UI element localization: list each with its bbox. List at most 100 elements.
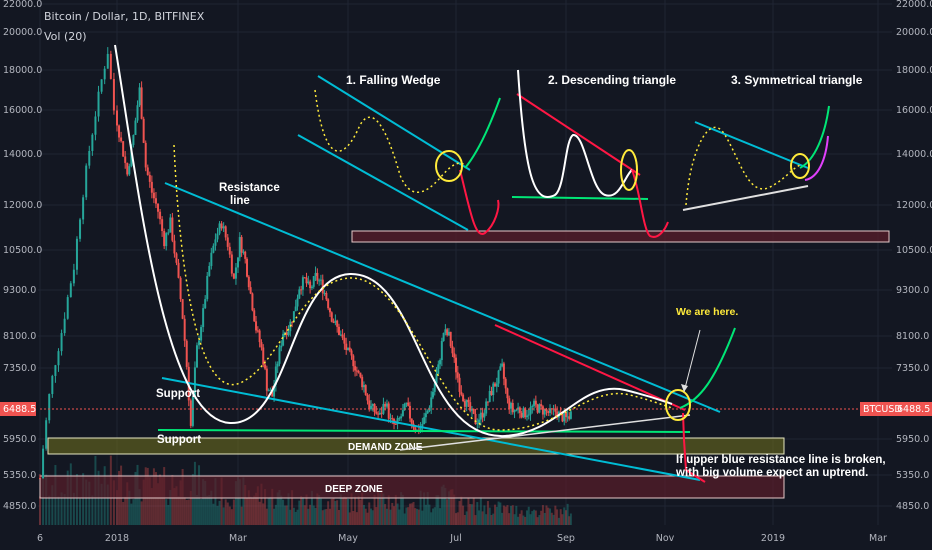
candle-body-80	[274, 366, 277, 385]
we-are-here-arrow	[683, 329, 701, 393]
candle-body--5	[100, 79, 103, 92]
volume-bar-95	[301, 497, 304, 525]
y-tick-right-0: 22000.0	[896, 0, 932, 10]
wedge-upper-line	[317, 75, 471, 171]
candle-body-233	[547, 411, 550, 413]
candle-body-8	[132, 134, 135, 145]
candle-body-162	[421, 424, 424, 427]
candle-body-222	[527, 414, 530, 416]
candle-body-90	[292, 311, 295, 323]
volume-bar-201	[490, 514, 493, 525]
candle-body-184	[460, 391, 463, 395]
candle-body-168	[431, 391, 434, 398]
candle-body-245	[568, 416, 571, 419]
wedge-circle	[435, 150, 463, 182]
volume-bar-147	[394, 494, 397, 525]
candle-body-75	[265, 368, 268, 391]
candle-body-18	[152, 192, 155, 199]
candle-body-105	[319, 279, 322, 281]
volume-bar-127	[359, 499, 362, 525]
candle-body-129	[362, 385, 365, 388]
candle-body-156	[410, 418, 413, 424]
candle-body-144	[389, 418, 392, 420]
x-tick-5: Sep	[557, 533, 575, 544]
candle-body-40	[198, 340, 201, 346]
y-tick-left-12: 4850.0	[3, 501, 36, 512]
volume-bar--14	[72, 492, 75, 525]
y-tick-left-10: 5950.0	[3, 434, 36, 445]
candle-body-150	[400, 416, 403, 419]
candle-body-22	[161, 219, 164, 231]
candle-body-91	[294, 306, 297, 312]
candle-body-238	[556, 411, 559, 418]
volume-bar-246	[569, 513, 572, 525]
candle-body-174	[442, 332, 445, 342]
candle-body-82	[278, 347, 281, 364]
we-are-here-arrowhead	[681, 384, 688, 392]
candle-body--12	[79, 219, 82, 239]
volume-bar-58	[234, 481, 237, 525]
candle-body-149	[398, 418, 401, 420]
support-horizontal-line	[157, 429, 691, 433]
volume-bar-61	[240, 506, 243, 525]
candle-body-3	[122, 141, 125, 157]
volume-bar-152	[403, 513, 406, 525]
candle-body-223	[529, 407, 532, 415]
candle-body-74	[264, 364, 267, 369]
candle-body-182	[456, 372, 459, 378]
volume-bar-172	[439, 508, 442, 525]
candle-body--17	[63, 318, 66, 334]
volume-bar-93	[298, 500, 301, 525]
candle-body--18	[60, 333, 63, 352]
sym-circle	[790, 153, 810, 179]
candle-body-201	[490, 390, 493, 396]
candle-body-17	[150, 181, 153, 193]
candle-body-203	[494, 383, 497, 387]
wedge-breakdown	[459, 169, 500, 236]
volume-bar-47	[212, 503, 215, 525]
volume-bar-228	[538, 515, 541, 525]
candle-body-221	[525, 415, 528, 418]
candle-body-164	[424, 413, 427, 418]
candle-body--22	[48, 393, 51, 421]
sym-upper-line	[694, 121, 809, 169]
volume-bar-48	[214, 478, 217, 525]
volume-bar-171	[437, 495, 440, 525]
candle-body-118	[343, 337, 346, 344]
candle-body-46	[210, 252, 213, 267]
volume-bar-0	[116, 490, 118, 525]
volume-bar-22	[161, 477, 164, 525]
y-tick-left-8: 8100.0	[3, 331, 36, 342]
candle-body-64	[246, 258, 249, 277]
candle-body-73	[262, 347, 265, 365]
descending-triangle-title: 2. Descending triangle	[548, 73, 676, 87]
candle-body-117	[341, 334, 344, 338]
uptrend-note-line1: If upper blue resistance line is broken,	[676, 454, 886, 466]
candle-body-155	[408, 405, 411, 419]
y-tick-right-1: 20000.0	[896, 27, 932, 38]
y-tick-right-4: 14000.0	[896, 149, 932, 160]
candle-body-95	[301, 277, 304, 290]
candle-body--21	[51, 375, 54, 394]
volume-bar-149	[398, 509, 401, 525]
volume-bar-78	[271, 488, 274, 525]
x-tick-4: Jul	[449, 533, 461, 544]
volume-bar-92	[296, 509, 299, 525]
volume-bar-207	[501, 512, 504, 525]
candle-body-39	[195, 345, 198, 368]
volume-bar-192	[474, 515, 477, 525]
volume-bar-140	[382, 493, 385, 525]
candle-body-137	[377, 413, 380, 415]
candle-body--20	[54, 365, 57, 376]
candle-body-13	[142, 118, 145, 143]
volume-bar-6	[128, 490, 131, 525]
candle-body-142	[385, 403, 388, 407]
candle-body-197	[483, 413, 486, 418]
candle-body-49	[216, 233, 219, 240]
candle-body-198	[485, 401, 488, 414]
volume-bar-25	[167, 504, 170, 525]
candle-body-16	[148, 174, 151, 182]
volume-bar-132	[368, 502, 371, 525]
